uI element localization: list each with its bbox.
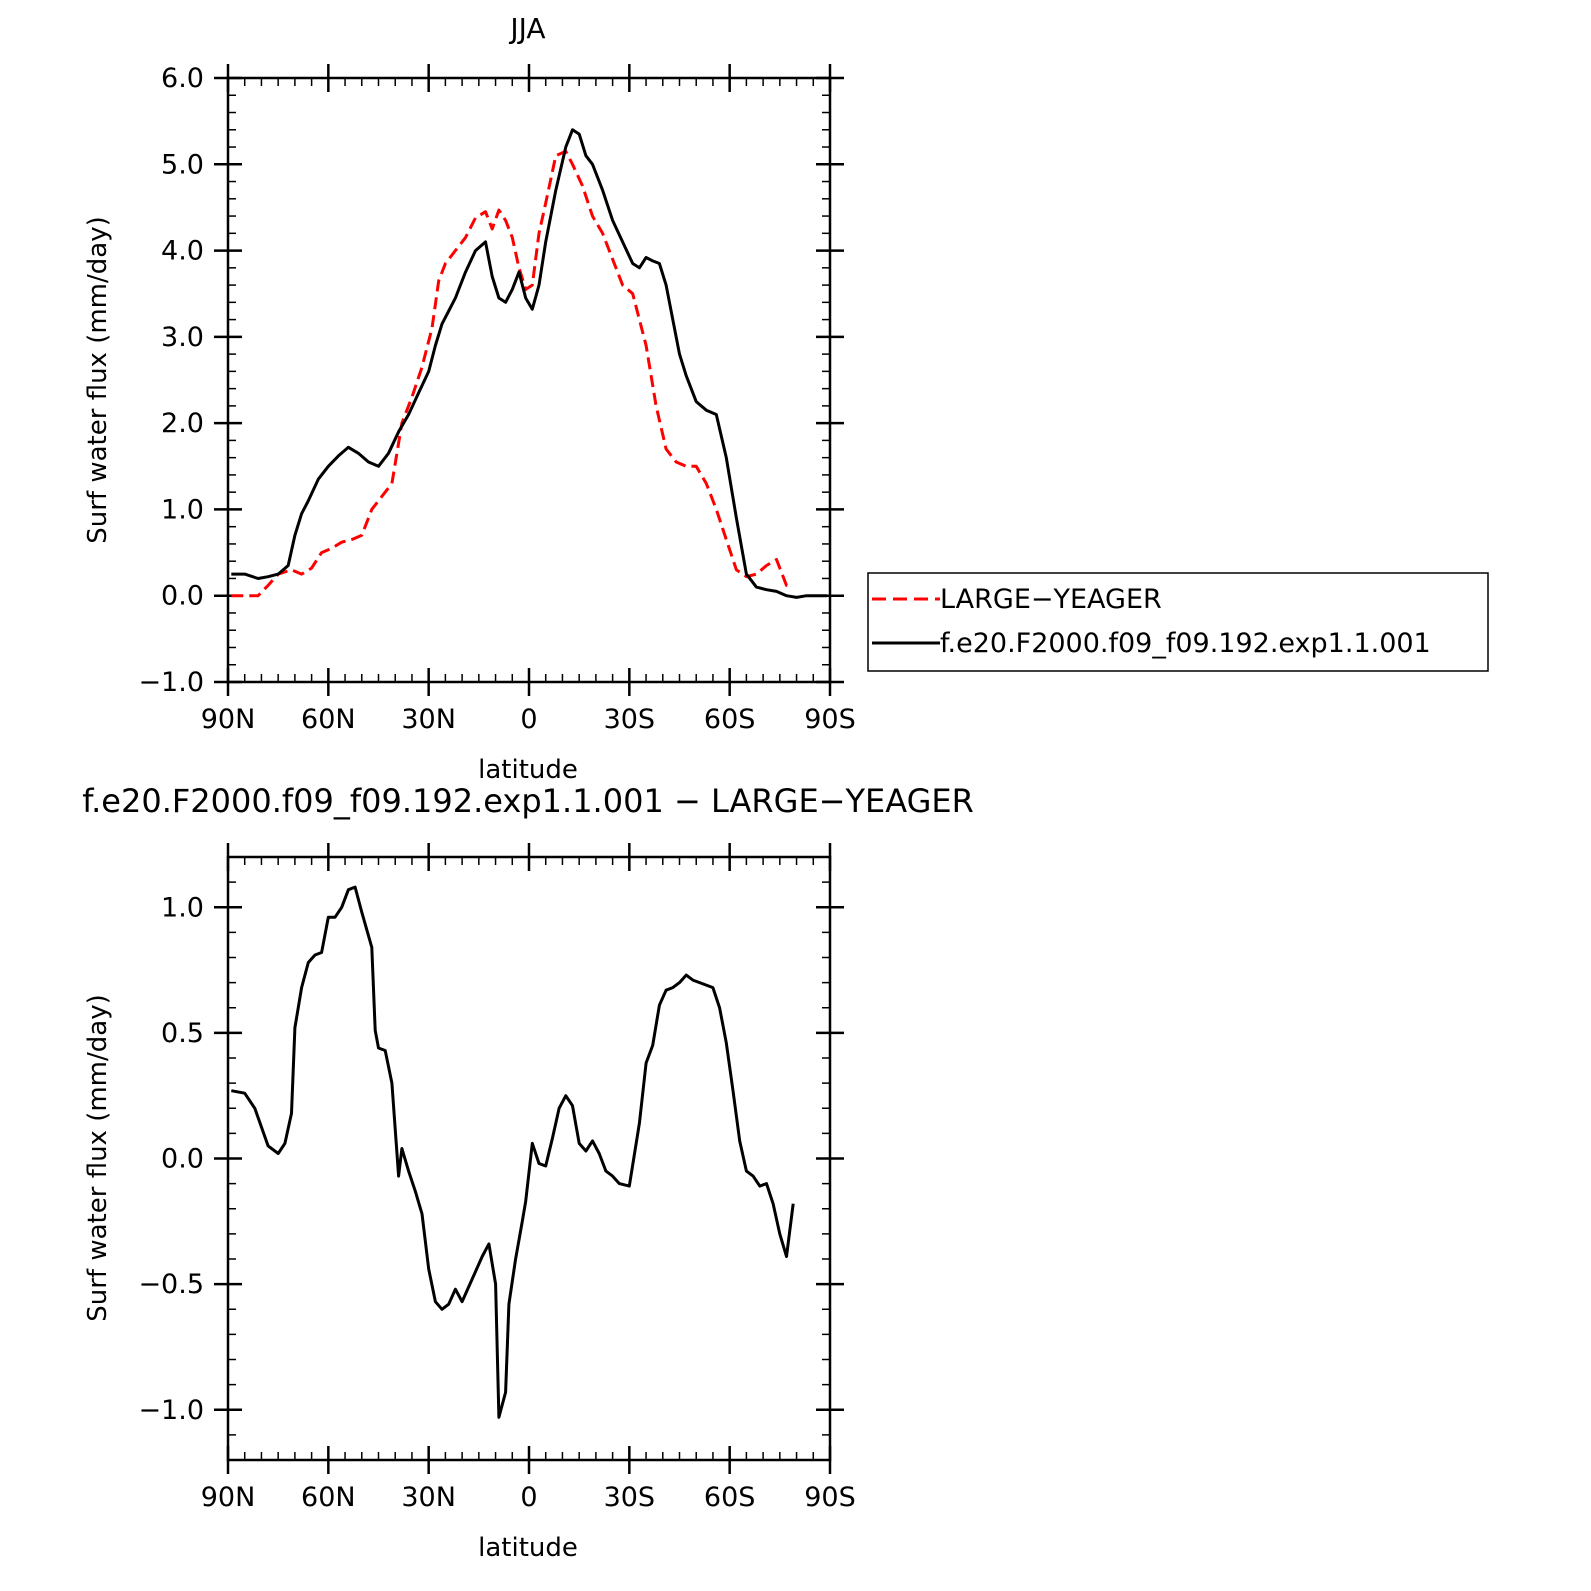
y-tick-label: 0.0 xyxy=(161,1144,204,1175)
x-tick-label: 90S xyxy=(804,1482,856,1513)
top-chart-legend: LARGE−YEAGER f.e20.F2000.f09_f09.192.exp… xyxy=(867,572,1489,672)
series-line-1 xyxy=(231,885,795,1419)
y-tick-label: 1.0 xyxy=(161,892,204,923)
top-chart-series-lines xyxy=(231,128,827,599)
y-tick-label: 0.0 xyxy=(161,581,204,612)
bottom-chart-title: f.e20.F2000.f09_f09.192.exp1.1.001 − LAR… xyxy=(82,782,974,820)
x-tick-label: 30S xyxy=(604,1482,656,1513)
x-tick-label: 30S xyxy=(604,704,656,735)
x-tick-label: 60S xyxy=(704,1482,756,1513)
bottom-chart-series-lines xyxy=(231,885,795,1419)
x-tick-label: 30N xyxy=(401,704,456,735)
bottom-chart-y-tick-labels: −1.0 −0.5 0.0 0.5 1.0 xyxy=(138,892,204,1426)
x-tick-label: 90S xyxy=(804,704,856,735)
bottom-chart-plot-frame xyxy=(226,855,832,1462)
y-tick-label: 4.0 xyxy=(161,236,204,267)
y-tick-label: −0.5 xyxy=(138,1269,204,1300)
x-tick-label: 0 xyxy=(520,1482,537,1513)
y-tick-label: −1.0 xyxy=(138,667,204,698)
top-chart-x-axis-label: latitude xyxy=(478,755,578,785)
legend-label-exp: f.e20.F2000.f09_f09.192.exp1.1.001 xyxy=(940,628,1431,659)
top-chart-ticks xyxy=(214,64,844,696)
bottom-chart-y-axis-label: Surf water flux (mm/day) xyxy=(83,994,113,1321)
y-tick-label: 2.0 xyxy=(161,408,204,439)
y-tick-label: 6.0 xyxy=(161,63,204,94)
legend-label-large-yeager: LARGE−YEAGER xyxy=(940,584,1162,615)
x-tick-label: 30N xyxy=(401,1482,456,1513)
top-chart-plot-frame xyxy=(226,76,832,684)
top-chart-title: JJA xyxy=(508,12,545,45)
y-tick-label: 5.0 xyxy=(161,149,204,180)
legend-box xyxy=(867,572,1489,672)
bottom-chart-x-tick-labels: 90N 60N 30N 0 30S 60S 90S xyxy=(201,1482,856,1513)
bottom-chart-ticks xyxy=(214,843,844,1474)
series-line-1 xyxy=(231,149,794,598)
top-chart-x-tick-labels: 90N 60N 30N 0 30S 60S 90S xyxy=(201,704,856,735)
top-chart-panel: JJA 90N 60N 30N 0 30S 60S 90S −1.0 0.0 1.0 2.0 3.0… xyxy=(83,12,1489,785)
top-chart-y-tick-labels: −1.0 0.0 1.0 2.0 3.0 4.0 5.0 6.0 xyxy=(138,63,204,698)
y-tick-label: 1.0 xyxy=(161,494,204,525)
y-tick-label: −1.0 xyxy=(138,1395,204,1426)
x-tick-label: 60S xyxy=(704,704,756,735)
x-tick-label: 0 xyxy=(520,704,537,735)
x-tick-label: 90N xyxy=(201,704,256,735)
y-tick-label: 0.5 xyxy=(161,1018,204,1049)
x-tick-label: 60N xyxy=(301,704,356,735)
top-chart-y-axis-label: Surf water flux (mm/day) xyxy=(83,216,113,543)
y-tick-label: 3.0 xyxy=(161,322,204,353)
series-line-2 xyxy=(231,128,827,599)
bottom-chart-x-axis-label: latitude xyxy=(478,1533,578,1563)
x-tick-label: 90N xyxy=(201,1482,256,1513)
x-tick-label: 60N xyxy=(301,1482,356,1513)
bottom-chart-panel: f.e20.F2000.f09_f09.192.exp1.1.001 − LAR… xyxy=(82,782,974,1563)
